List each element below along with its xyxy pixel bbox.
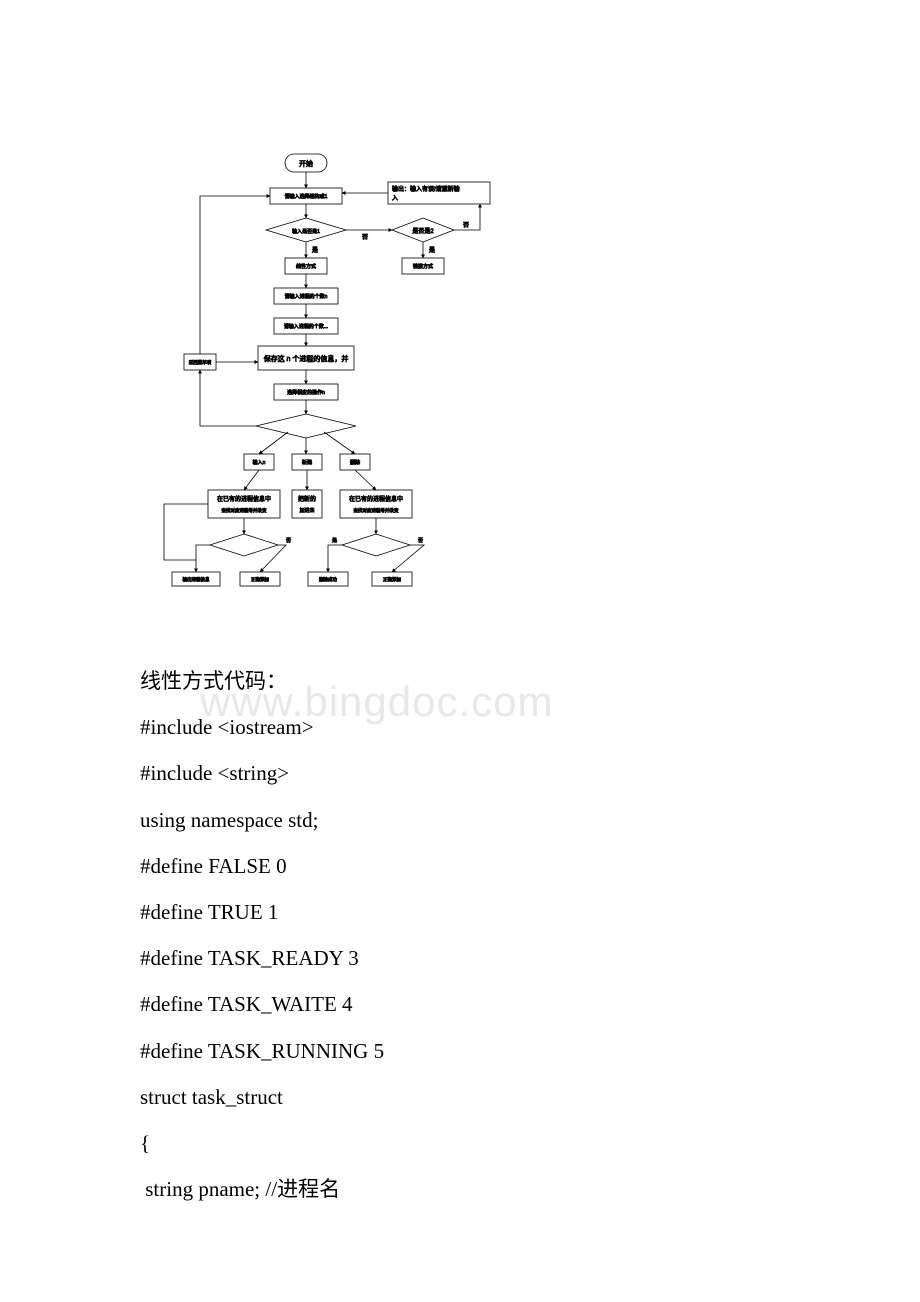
edge-is2-no: 否 — [463, 222, 469, 229]
node-dec-is2-label: 是否是2 — [412, 228, 434, 235]
node-input-choice-label: 请输入选择结构或1 — [285, 193, 328, 200]
node-out-a-y-label: 输出进程信息 — [183, 576, 210, 583]
code-line: #define TASK_RUNNING 5 — [140, 1028, 780, 1074]
node-put-new-label-2: 加进来 — [299, 507, 314, 514]
node-exist-a — [208, 490, 280, 518]
node-back-menu-label: 返回菜单项 — [189, 359, 212, 366]
node-error-label-2: 入 — [392, 195, 398, 202]
node-out-a-n-label: 正确添加 — [251, 576, 269, 583]
node-choose-op-label: 选择相应的操作n — [287, 389, 325, 396]
node-prompt-n-label: 请输入进程的个数n — [285, 293, 328, 300]
node-exist-c — [340, 490, 412, 518]
node-input-n-label: 请输入进程的个数... — [284, 323, 328, 330]
node-exist-c-label-1: 在已有的进程信息中 — [349, 495, 403, 503]
node-exist-a-label-1: 在已有的进程信息中 — [217, 495, 271, 503]
edge-deca-no: 否 — [286, 538, 291, 544]
node-op-b-label: 新建 — [302, 459, 312, 466]
node-dec-is1-label: 输入是否是1 — [292, 228, 320, 235]
node-out-c-y-label: 删除成功 — [319, 576, 337, 583]
node-save-n-label: 保存这 n 个进程的信息，并 — [264, 354, 349, 363]
code-heading: 线性方式代码： — [140, 658, 780, 704]
document-page: 开始 请输入选择结构或1 输出：输入有误!请重新输 入 输入是否是1 是否是2 … — [0, 0, 920, 1272]
node-put-new-label-1: 把新的 — [298, 495, 316, 503]
node-start-label: 开始 — [299, 159, 313, 168]
node-linked-label: 链接方式 — [413, 263, 433, 270]
node-dec-a — [210, 534, 278, 556]
node-out-c-n-label: 正确添加 — [383, 576, 401, 583]
node-dec-c — [342, 534, 410, 556]
node-dec-op — [256, 414, 356, 438]
node-op-c-label: 删除 — [350, 459, 360, 466]
edge-is1-yes: 是 — [312, 247, 318, 254]
code-section: 线性方式代码： #include <iostream> #include <st… — [140, 658, 780, 1212]
edge-is1-no: 否 — [362, 234, 368, 241]
edge-decc-no: 否 — [418, 538, 423, 544]
node-linear-label: 线性方式 — [296, 263, 316, 270]
node-exist-a-label-2: 查找对应进程号并改变 — [222, 507, 267, 514]
code-line: using namespace std; — [140, 797, 780, 843]
code-line: #include <string> — [140, 750, 780, 796]
code-line: string pname; //进程名 — [140, 1166, 780, 1212]
code-line: #include <iostream> — [140, 704, 780, 750]
node-exist-c-label-2: 查找对应进程号并改变 — [354, 507, 399, 514]
code-line: #define TASK_WAITE 4 — [140, 981, 780, 1027]
code-line: #define TRUE 1 — [140, 889, 780, 935]
code-line: { — [140, 1120, 780, 1166]
code-line: #define TASK_READY 3 — [140, 935, 780, 981]
code-line: #define FALSE 0 — [140, 843, 780, 889]
code-line: struct task_struct — [140, 1074, 780, 1120]
edge-decc-yes: 是 — [332, 538, 337, 544]
flowchart-diagram: 开始 请输入选择结构或1 输出：输入有误!请重新输 入 输入是否是1 是否是2 … — [140, 90, 510, 650]
edge-is2-yes: 是 — [429, 247, 435, 254]
node-error — [388, 182, 490, 204]
node-error-label-1: 输出：输入有误!请重新输 — [392, 185, 460, 193]
node-op-a-label: 输入n — [253, 459, 266, 466]
